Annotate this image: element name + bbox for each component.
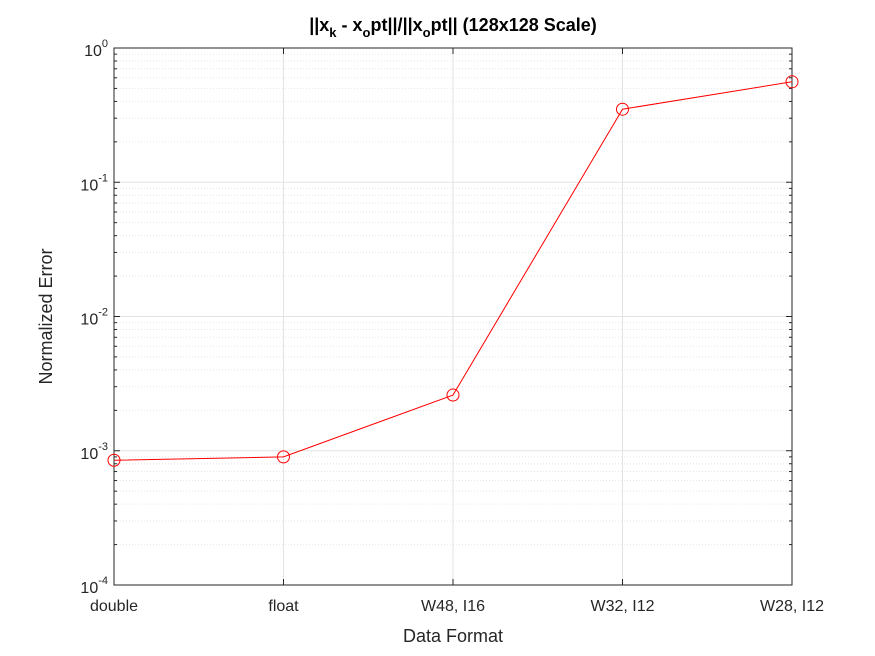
- y-tick-exponent: -1: [98, 172, 108, 184]
- data-point-marker: [446, 388, 460, 402]
- x-tick-label: double: [90, 598, 138, 615]
- title-segment: pt|| (128x128 Scale): [431, 15, 597, 35]
- x-tick-label: W28, I12: [760, 598, 824, 615]
- x-tick-label: float: [268, 598, 299, 615]
- y-tick-exponent: -4: [98, 575, 108, 587]
- y-tick-label: 10-2: [80, 307, 108, 329]
- x-axis-label: Data Format: [403, 626, 503, 646]
- y-tick-base: 10: [84, 43, 102, 60]
- x-tick-labels: double float W48, I16 W32, I12 W28, I12: [90, 598, 824, 615]
- y-tick-label: 100: [84, 38, 108, 60]
- y-tick-base: 10: [80, 177, 98, 194]
- y-tick-label: 10-3: [80, 441, 108, 463]
- data-point-marker: [785, 75, 799, 89]
- chart-title: ||xk - xopt||/||xopt|| (128x128 Scale): [309, 15, 597, 40]
- x-tick-label: W48, I16: [421, 598, 485, 615]
- y-tick-base: 10: [80, 312, 98, 329]
- data-point-marker: [277, 450, 290, 464]
- y-tick-base: 10: [80, 580, 98, 597]
- series-layer: [107, 75, 799, 467]
- x-tick-label: W32, I12: [590, 598, 654, 615]
- title-segment: pt||/||x: [371, 15, 423, 35]
- title-subscript: k: [329, 25, 337, 40]
- y-axis-label: Normalized Error: [36, 248, 56, 384]
- title-segment: ||x: [309, 15, 329, 35]
- y-tick-exponent: 0: [102, 38, 108, 50]
- title-subscript: o: [423, 25, 431, 40]
- data-point-marker: [107, 453, 121, 467]
- y-tick-exponent: -2: [98, 307, 108, 319]
- data-point-marker: [616, 102, 629, 116]
- y-tick-base: 10: [80, 446, 98, 463]
- title-subscript: o: [363, 25, 371, 40]
- y-tick-exponent: -3: [98, 441, 108, 453]
- series-line: [113, 81, 793, 461]
- axis-ticks: [113, 47, 793, 586]
- y-tick-label: 10-1: [80, 172, 108, 194]
- title-segment: - x: [337, 15, 363, 35]
- y-tick-label: 10-4: [80, 575, 108, 597]
